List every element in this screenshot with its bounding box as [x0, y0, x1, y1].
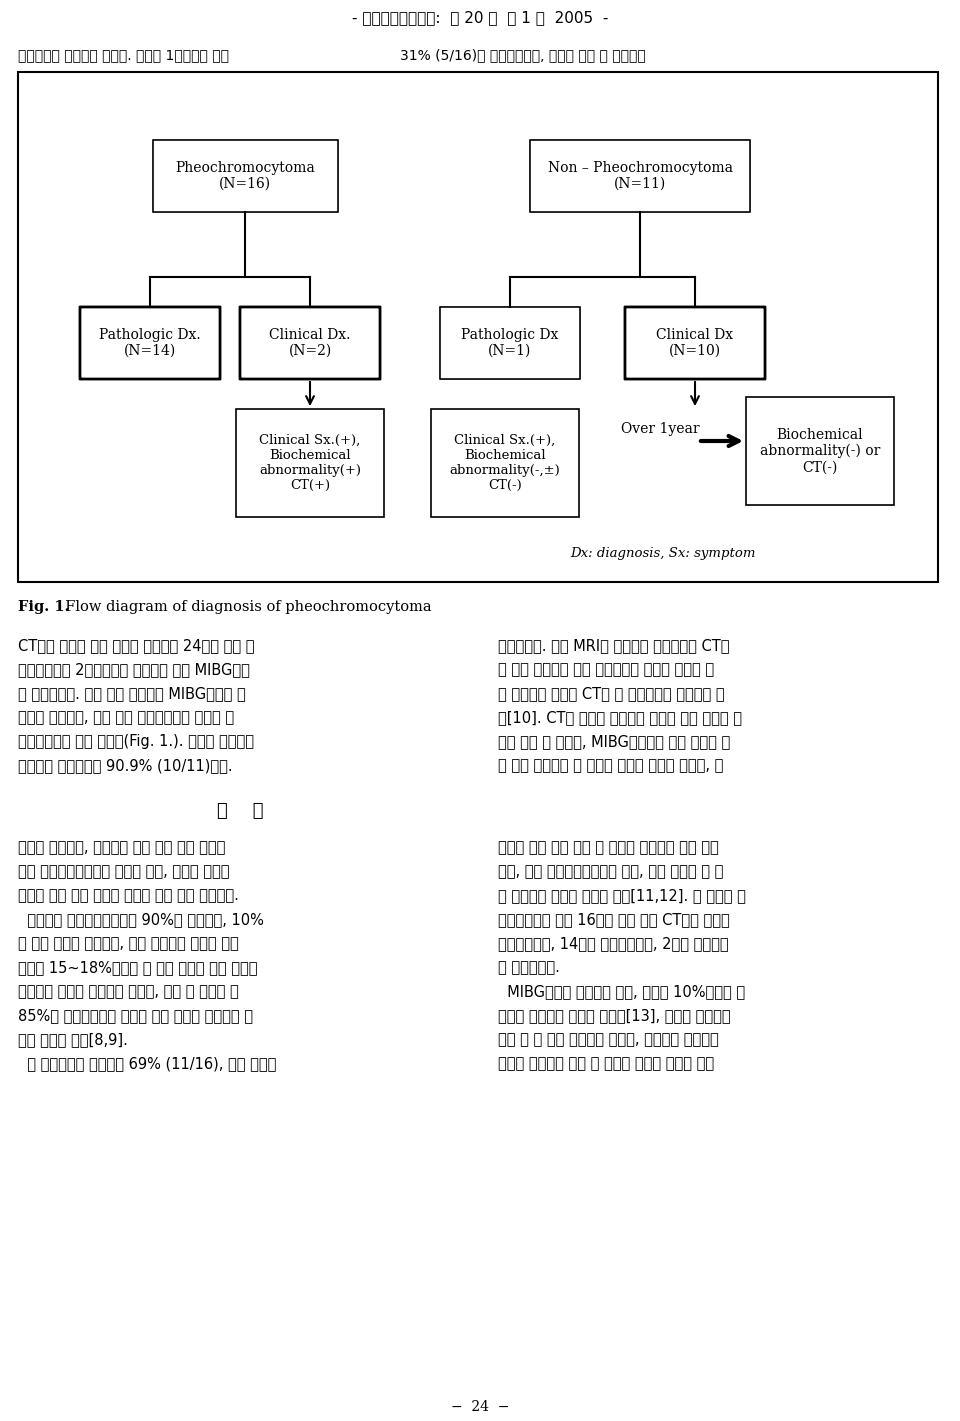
Text: 본 연구에서는 부신에서 69% (11/16), 부신 외에서: 본 연구에서는 부신에서 69% (11/16), 부신 외에서: [18, 1056, 276, 1071]
Text: 발견되었으며, 14명은 조직학적으로, 2명은 임상적으: 발견되었으며, 14명은 조직학적으로, 2명은 임상적으: [498, 936, 729, 951]
FancyBboxPatch shape: [440, 307, 580, 379]
Text: 해보면 15~18%정도로 더 많은 종양이 부신 외에서: 해보면 15~18%정도로 더 많은 종양이 부신 외에서: [18, 961, 257, 975]
Text: 다 약간 우수하나 현재 임상에서는 종양의 위치를 찾: 다 약간 우수하나 현재 임상에서는 종양의 위치를 찾: [498, 662, 714, 676]
Text: 촬영이 가능하여 부신 외 종양의 진단에 유용한 것으: 촬영이 가능하여 부신 외 종양의 진단에 유용한 것으: [498, 1056, 714, 1071]
Text: 반이나 홉부 등의 부신 외 종양은 발견하지 못할 수도: 반이나 홉부 등의 부신 외 종양은 발견하지 못할 수도: [498, 840, 719, 855]
Text: 85%가 횊황마아대쪽 복부와 골반 내에서 발견되는 것: 85%가 횊황마아대쪽 복부와 골반 내에서 발견되는 것: [18, 1007, 253, 1023]
Text: −  24  −: − 24 −: [451, 1400, 509, 1414]
Text: Biochemical
abnormality(-) or
CT(-): Biochemical abnormality(-) or CT(-): [759, 428, 880, 475]
Text: 성으로 나왔으나, 수술 후에 조직학적으로 전이성 소: 성으로 나왔으나, 수술 후에 조직학적으로 전이성 소: [18, 710, 234, 725]
Text: Clinical Sx.(+),
Biochemical
abnormality(-,±)
CT(-): Clinical Sx.(+), Biochemical abnormality…: [449, 433, 561, 492]
FancyBboxPatch shape: [746, 396, 894, 504]
Text: 는 부신 외에서 발생하나, 최근 연구들의 결과를 정리: 는 부신 외에서 발생하나, 최근 연구들의 결과를 정리: [18, 936, 239, 951]
Text: 31% (5/16)가 발견되었으며, 모두가 복부 및 골반에서: 31% (5/16)가 발견되었으며, 모두가 복부 및 골반에서: [400, 48, 646, 63]
Text: 이상소건이 발견되지 않았다. 나머지 1명에서는 복부: 이상소건이 발견되지 않았다. 나머지 1명에서는 복부: [18, 48, 229, 63]
FancyBboxPatch shape: [153, 141, 338, 212]
Text: CT에서 양측성 부신 종양이 있으면서 24시간 소변 총: CT에서 양측성 부신 종양이 있으면서 24시간 소변 총: [18, 638, 254, 654]
FancyBboxPatch shape: [625, 307, 765, 379]
Text: 병력과 신체검사, 생화학적 검사 등을 통해 임상적: 병력과 신체검사, 생화학적 검사 등을 통해 임상적: [18, 840, 226, 855]
Text: Pathologic Dx.
(N=14): Pathologic Dx. (N=14): [99, 328, 201, 358]
Text: 로 확인되었다.: 로 확인되었다.: [498, 961, 560, 975]
Text: Flow diagram of diagnosis of pheochromocytoma: Flow diagram of diagnosis of pheochromoc…: [56, 600, 432, 614]
FancyBboxPatch shape: [80, 307, 220, 379]
Text: 견하지 못한다는 단점은 있으나[13], 종양의 기능적인: 견하지 못한다는 단점은 있으나[13], 종양의 기능적인: [498, 1007, 731, 1023]
Text: 세포페암으로 진단 받았다(Fig. 1.). 이상의 결과에서: 세포페암으로 진단 받았다(Fig. 1.). 이상의 결과에서: [18, 735, 254, 749]
Text: Pheochromocytoma
(N=16): Pheochromocytoma (N=16): [175, 161, 315, 190]
Text: 발견되었다. 비록 MRI가 민감도와 특이도에서 CT보: 발견되었다. 비록 MRI가 민감도와 특이도에서 CT보: [498, 638, 730, 654]
Text: Non – Pheochromocytoma
(N=11): Non – Pheochromocytoma (N=11): [547, 161, 732, 190]
FancyBboxPatch shape: [530, 141, 750, 212]
Text: 고    찰: 고 찰: [217, 801, 263, 820]
Text: 는 우선적인 검사로 CT가 더 광범위하게 이용되고 있: 는 우선적인 검사로 CT가 더 광범위하게 이용되고 있: [498, 686, 725, 701]
Text: 다[10]. CT는 종양의 해부학적 위치에 대한 정보를 제: 다[10]. CT는 종양의 해부학적 위치에 대한 정보를 제: [498, 710, 742, 725]
Text: 공해 줄꿐 만 아니라, MIBG스캔보다 부신 종양을 찾: 공해 줄꿐 만 아니라, MIBG스캔보다 부신 종양을 찾: [498, 735, 731, 749]
Text: 성인에서 크롬첰화세포종의 90%는 부신에서, 10%: 성인에서 크롬첰화세포종의 90%는 부신에서, 10%: [18, 912, 264, 926]
Text: 을 감별하기 어려운 단점이 있다[11,12]. 본 연구의 크: 을 감별하기 어려운 단점이 있다[11,12]. 본 연구의 크: [498, 888, 746, 902]
Text: 위치를 찾는 것은 수술적 접근을 위해 아주 중요하다.: 위치를 찾는 것은 수술적 접근을 위해 아주 중요하다.: [18, 888, 239, 902]
Text: 는 데는 민감도가 더 우수한 것으로 알려져 있으나, 골: 는 데는 민감도가 더 우수한 것으로 알려져 있으나, 골: [498, 757, 724, 773]
Text: 면을 볼 수 있어 특이도가 높으며, 전신적인 동위원소: 면을 볼 수 있어 특이도가 높으며, 전신적인 동위원소: [498, 1032, 719, 1047]
Text: Clinical Dx.
(N=2): Clinical Dx. (N=2): [270, 328, 350, 358]
Text: Pathologic Dx
(N=1): Pathologic Dx (N=1): [462, 328, 559, 358]
Text: MIBG스캔은 민감도가 낙아, 종양의 10%이상을 발: MIBG스캔은 민감도가 낙아, 종양의 10%이상을 발: [498, 983, 745, 999]
Text: Over 1year: Over 1year: [621, 422, 699, 436]
Text: 으로 알려져 있다[8,9].: 으로 알려져 있다[8,9].: [18, 1032, 128, 1047]
FancyBboxPatch shape: [431, 409, 579, 517]
Text: Clinical Dx
(N=10): Clinical Dx (N=10): [657, 328, 733, 358]
Text: 있고, 특히 크롬첰화세포종과 선종, 다른 전이성 암 등: 있고, 특히 크롬첰화세포종과 선종, 다른 전이성 암 등: [498, 864, 724, 880]
FancyBboxPatch shape: [236, 409, 384, 517]
Text: 롬첰화세포종 환자 16명은 모두 복부 CT에서 종양이: 롬첰화세포종 환자 16명은 모두 복부 CT에서 종양이: [498, 912, 730, 926]
Text: 으로 크롬첰화세포종이 진단이 되면, 종양의 정확한: 으로 크롬첰화세포종이 진단이 되면, 종양의 정확한: [18, 864, 229, 880]
Text: Clinical Sx.(+),
Biochemical
abnormality(+)
CT(+): Clinical Sx.(+), Biochemical abnormality…: [259, 433, 361, 492]
Text: Dx: diagnosis, Sx: symptom: Dx: diagnosis, Sx: symptom: [570, 547, 756, 560]
FancyBboxPatch shape: [18, 72, 938, 583]
Text: - 대한내분비학회지:  제 20 권  제 1 호  2005  -: - 대한내분비학회지: 제 20 권 제 1 호 2005 -: [351, 10, 609, 26]
Text: 메타네프린은 2배미만으로 증가되어 있어 MIBG스캔: 메타네프린은 2배미만으로 증가되어 있어 MIBG스캔: [18, 662, 250, 676]
Text: Fig. 1.: Fig. 1.: [18, 600, 70, 614]
Text: 을 시행하였다. 양쪽 부신 종양에서 MIBG스캔이 양: 을 시행하였다. 양쪽 부신 종양에서 MIBG스캔이 양: [18, 686, 246, 701]
Text: 발생하는 것으로 보고되고 있으며, 부신 외 종양의 약: 발생하는 것으로 보고되고 있으며, 부신 외 종양의 약: [18, 983, 239, 999]
Text: 특이도는 전체적으로 90.9% (10/11)였다.: 특이도는 전체적으로 90.9% (10/11)였다.: [18, 757, 232, 773]
FancyBboxPatch shape: [240, 307, 380, 379]
